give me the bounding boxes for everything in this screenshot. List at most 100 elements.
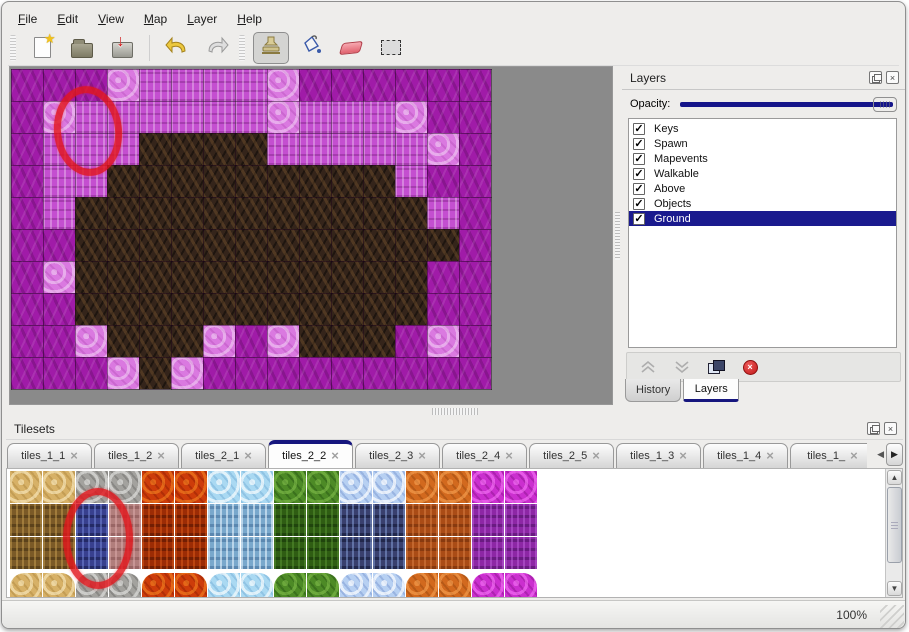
map-tile[interactable]: [203, 133, 235, 165]
toolbar-drag-handle[interactable]: [10, 34, 16, 61]
map-tile[interactable]: [171, 357, 203, 389]
tileset-tile[interactable]: [307, 504, 339, 536]
map-tile[interactable]: [459, 293, 491, 325]
tileset-tile[interactable]: [274, 504, 306, 536]
menu-file[interactable]: File: [18, 11, 38, 26]
map-tile[interactable]: [395, 133, 427, 165]
map-tile[interactable]: [459, 357, 491, 389]
tileset-tile[interactable]: [241, 573, 273, 597]
menu-edit[interactable]: Edit: [57, 11, 79, 26]
map-tile[interactable]: [331, 357, 363, 389]
tileset-tile[interactable]: [208, 573, 240, 597]
map-tile[interactable]: [363, 357, 395, 389]
tileset-tile[interactable]: [274, 537, 306, 569]
tileset-tile[interactable]: [340, 471, 372, 503]
map-tile[interactable]: [75, 133, 107, 165]
map-tile[interactable]: [459, 325, 491, 357]
tab-close-icon[interactable]: ×: [70, 448, 78, 463]
map-tile[interactable]: [235, 325, 267, 357]
tileset-tab-tiles_2_3[interactable]: tiles_2_3 ×: [355, 443, 440, 468]
map-tile[interactable]: [363, 101, 395, 133]
tileset-tile[interactable]: [340, 504, 372, 536]
tileset-tile[interactable]: [10, 537, 42, 569]
close-icon[interactable]: ×: [886, 71, 899, 84]
select-button[interactable]: [373, 32, 409, 64]
tileset-tile[interactable]: [439, 504, 471, 536]
tileset-tile[interactable]: [208, 537, 240, 569]
map-tile[interactable]: [75, 101, 107, 133]
map-tile[interactable]: [299, 229, 331, 261]
tileset-tile[interactable]: [10, 504, 42, 536]
tileset-tile[interactable]: [175, 537, 207, 569]
map-tile[interactable]: [203, 325, 235, 357]
tileset-tab-tiles_2_1[interactable]: tiles_2_1 ×: [181, 443, 266, 468]
scroll-up-icon[interactable]: ▲: [887, 470, 902, 485]
tab-close-icon[interactable]: ×: [244, 448, 252, 463]
opacity-slider-handle[interactable]: [873, 97, 897, 112]
map-tile[interactable]: [267, 101, 299, 133]
tileset-tile[interactable]: [307, 471, 339, 503]
layer-checkbox[interactable]: ✓: [633, 122, 645, 135]
map-tile[interactable]: [235, 133, 267, 165]
menu-view[interactable]: View: [98, 11, 124, 26]
map-tile[interactable]: [43, 325, 75, 357]
map-tile[interactable]: [43, 197, 75, 229]
tileset-tile[interactable]: [472, 471, 504, 503]
map-tile[interactable]: [427, 197, 459, 229]
tileset-tile[interactable]: [109, 537, 141, 569]
map-tile[interactable]: [395, 229, 427, 261]
map-tile[interactable]: [107, 69, 139, 101]
map-tile[interactable]: [331, 261, 363, 293]
map-tile[interactable]: [75, 69, 107, 101]
tileset-tile[interactable]: [472, 537, 504, 569]
map-tile[interactable]: [299, 101, 331, 133]
layer-checkbox[interactable]: ✓: [633, 182, 645, 195]
map-tile[interactable]: [235, 261, 267, 293]
tileset-tile[interactable]: [373, 573, 405, 597]
save-button[interactable]: ↓: [104, 32, 140, 64]
map-tile[interactable]: [75, 325, 107, 357]
layer-checkbox[interactable]: ✓: [633, 212, 645, 225]
map-tile[interactable]: [427, 101, 459, 133]
redo-button[interactable]: [199, 32, 235, 64]
map-tile[interactable]: [75, 165, 107, 197]
map-tile[interactable]: [331, 165, 363, 197]
tileset-tile[interactable]: [340, 573, 372, 597]
map-tile[interactable]: [395, 357, 427, 389]
map-tile[interactable]: [139, 69, 171, 101]
tab-close-icon[interactable]: ×: [766, 448, 774, 463]
map-tile[interactable]: [267, 261, 299, 293]
map-tile[interactable]: [43, 357, 75, 389]
tileset-grid[interactable]: [10, 471, 537, 597]
map-tile[interactable]: [43, 69, 75, 101]
tileset-tile[interactable]: [43, 471, 75, 503]
map-tile[interactable]: [171, 101, 203, 133]
map-tile[interactable]: [331, 293, 363, 325]
float-window-icon[interactable]: [869, 71, 882, 84]
layer-checkbox[interactable]: ✓: [633, 167, 645, 180]
map-tile[interactable]: [331, 69, 363, 101]
map-canvas[interactable]: [11, 69, 492, 390]
tileset-tile[interactable]: [373, 471, 405, 503]
scroll-tabs-right-icon[interactable]: ▶: [886, 443, 903, 466]
map-tile[interactable]: [107, 293, 139, 325]
tileset-tile[interactable]: [208, 471, 240, 503]
layer-row-spawn[interactable]: ✓ Spawn: [629, 136, 896, 151]
map-tile[interactable]: [75, 197, 107, 229]
map-tile[interactable]: [267, 293, 299, 325]
map-tile[interactable]: [395, 293, 427, 325]
tileset-tile[interactable]: [406, 504, 438, 536]
float-window-icon[interactable]: [867, 422, 880, 435]
map-tile[interactable]: [427, 69, 459, 101]
map-tile[interactable]: [235, 293, 267, 325]
tileset-tile[interactable]: [439, 573, 471, 597]
map-tile[interactable]: [267, 197, 299, 229]
map-tile[interactable]: [171, 229, 203, 261]
menu-map[interactable]: Map: [143, 11, 168, 26]
scrollbar-thumb[interactable]: [887, 487, 902, 563]
tileset-tile[interactable]: [76, 537, 108, 569]
tileset-tab-tiles_1_2[interactable]: tiles_1_2 ×: [94, 443, 179, 468]
horizontal-splitter[interactable]: [2, 405, 905, 418]
map-tile[interactable]: [427, 261, 459, 293]
map-tile[interactable]: [235, 229, 267, 261]
